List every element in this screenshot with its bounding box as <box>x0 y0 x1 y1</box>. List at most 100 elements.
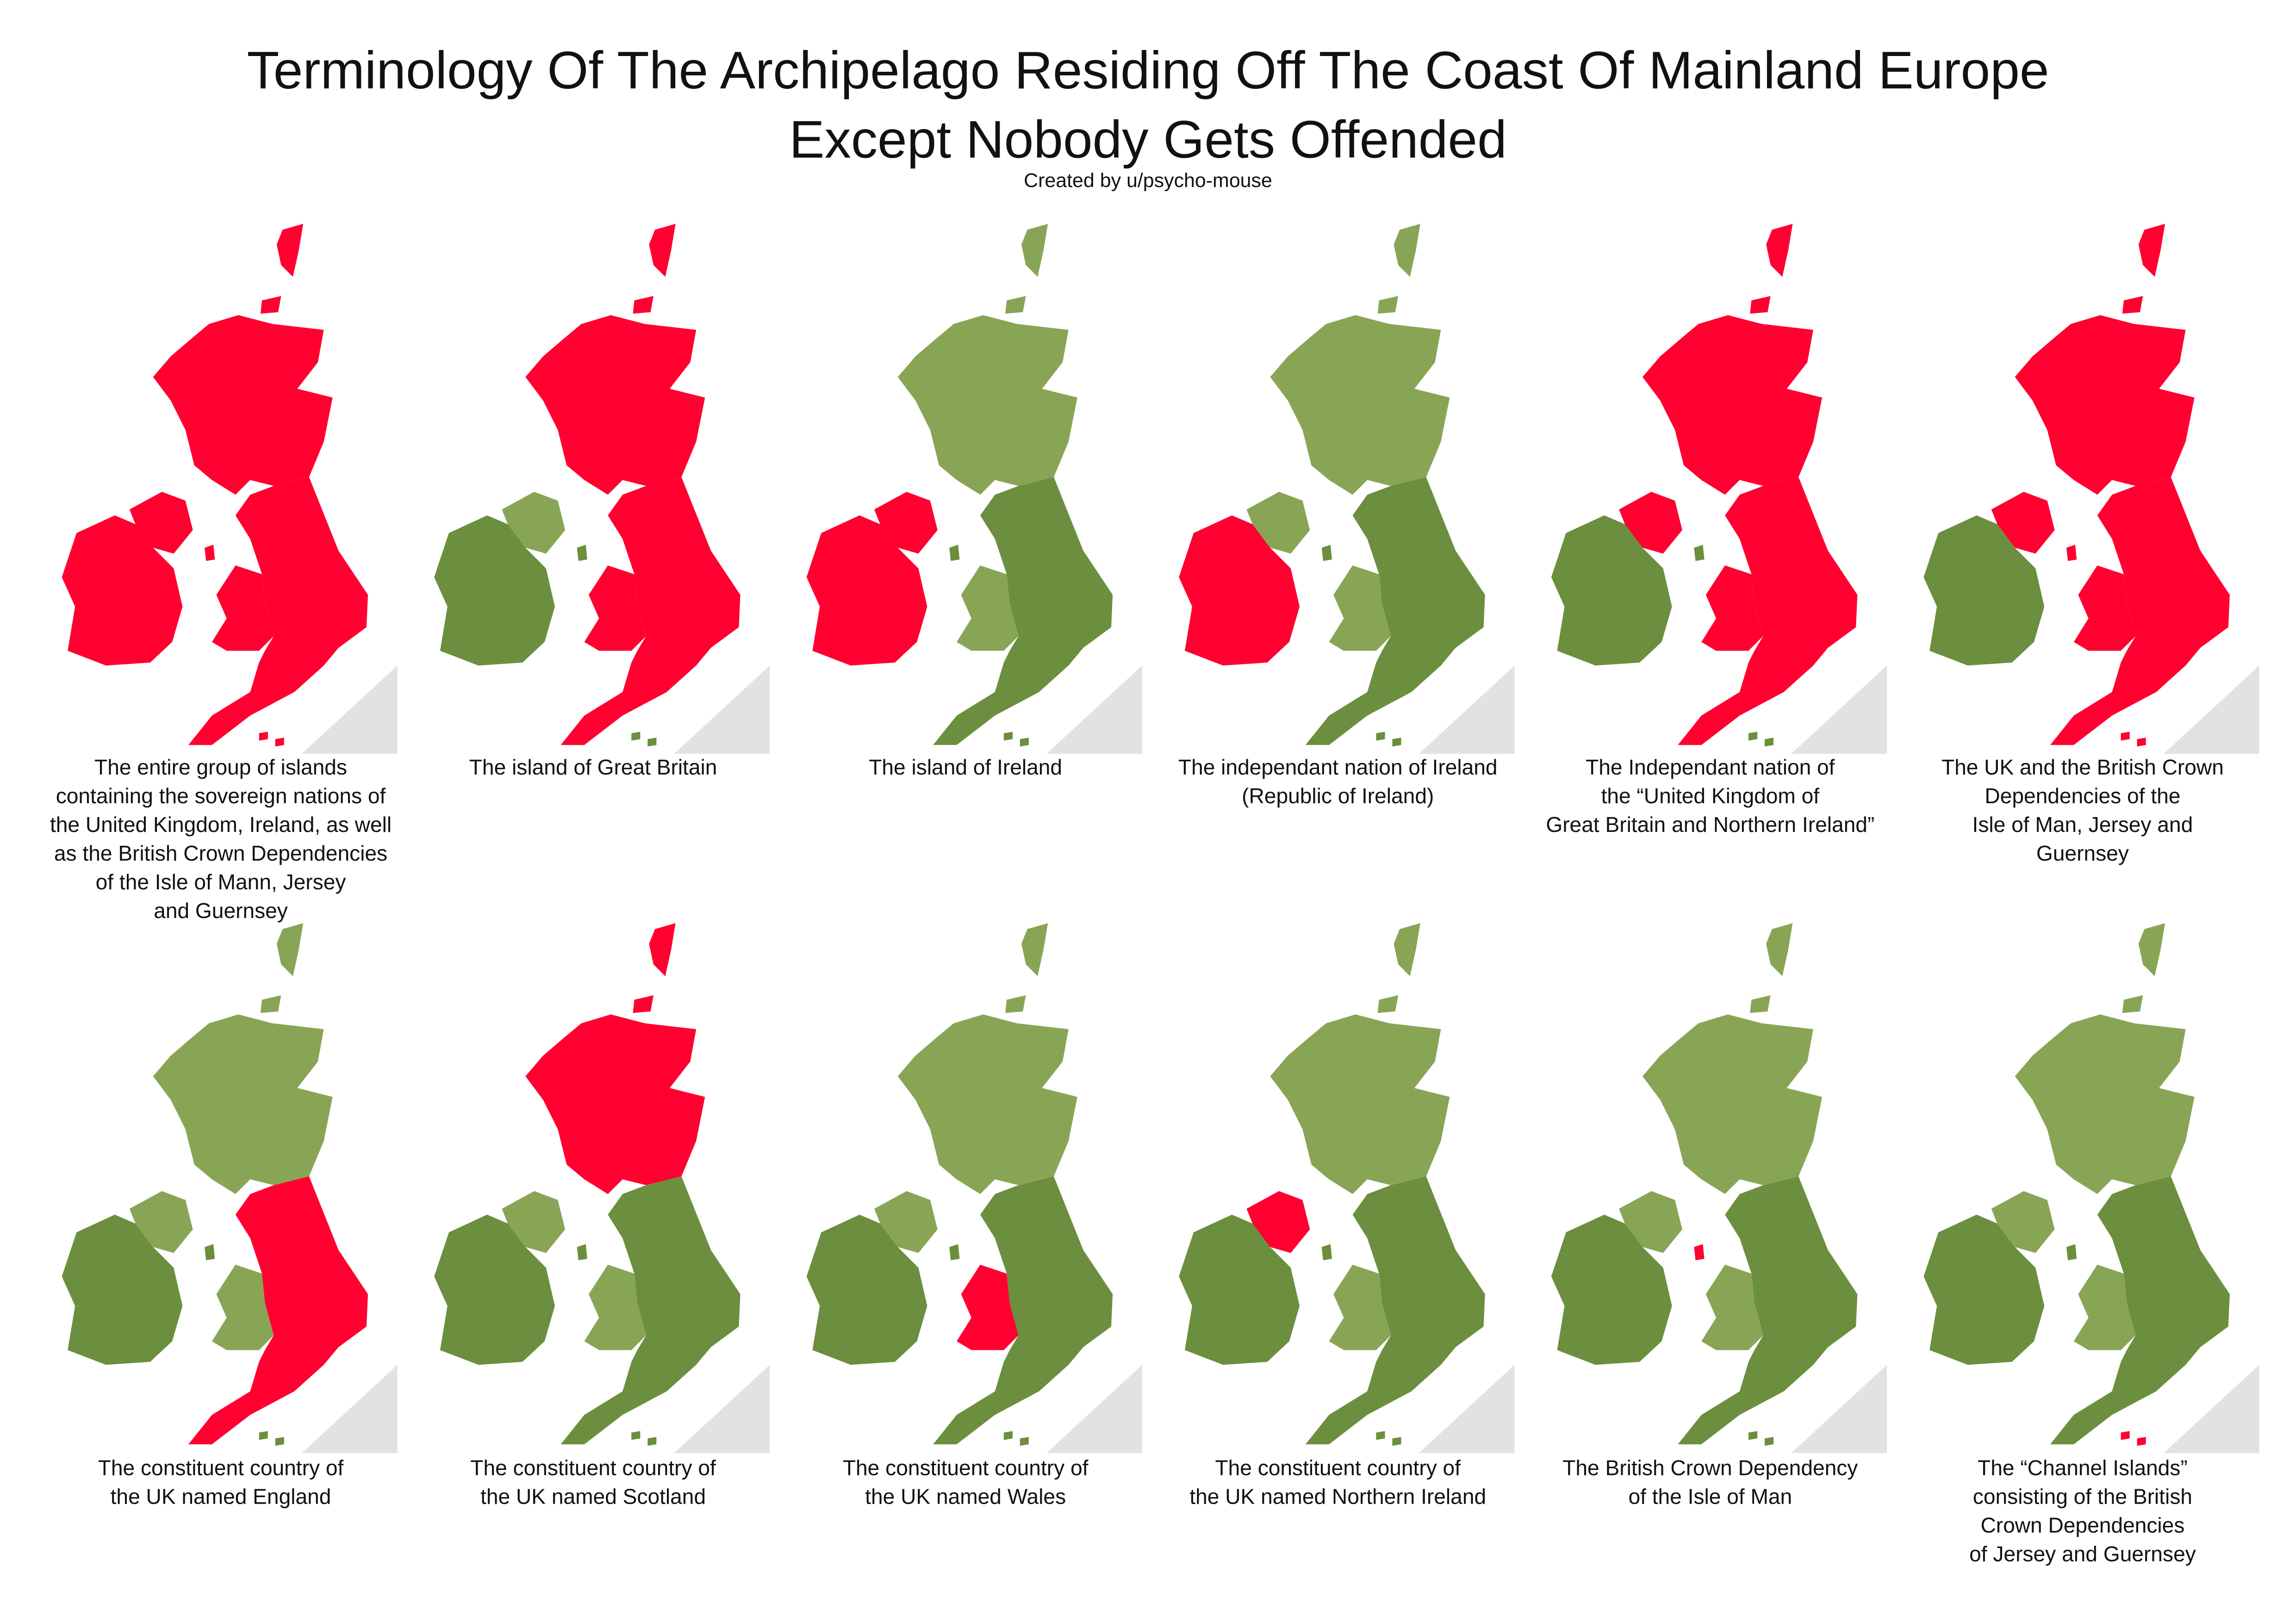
region-ni <box>1619 492 1682 554</box>
region-ci <box>259 1431 284 1446</box>
map-panel <box>1923 224 2259 754</box>
region-orkney <box>633 296 653 314</box>
map-panel <box>1179 923 1515 1453</box>
caption-line: the “United Kingdom of <box>1601 784 1820 808</box>
caption-line: (Republic of Ireland) <box>1242 784 1434 808</box>
title-line: Except Nobody Gets Offended <box>789 110 1507 169</box>
region-ci <box>631 731 657 747</box>
map-panel <box>1923 923 2259 1453</box>
region-england <box>560 477 740 745</box>
region-england <box>1678 1176 1858 1444</box>
caption-line: The independant nation of Ireland <box>1178 755 1498 779</box>
map-panel <box>1551 923 1887 1453</box>
region-scotland <box>153 315 333 495</box>
region-orkney <box>2122 296 2143 314</box>
map-panel <box>806 224 1142 754</box>
region-ci <box>2121 1431 2146 1446</box>
region-iom <box>1321 544 1332 561</box>
region-ireland <box>1551 1214 1672 1365</box>
region-ni <box>1991 1191 2055 1253</box>
region-shetland <box>1394 224 1420 277</box>
caption-line: containing the sovereign nations of <box>56 784 386 808</box>
region-shetland <box>649 224 676 277</box>
region-france <box>301 665 398 754</box>
region-ireland <box>1179 515 1300 666</box>
region-england <box>2050 477 2230 745</box>
region-france <box>2163 665 2259 754</box>
caption-line: The constituent country of <box>843 1456 1089 1480</box>
region-iom <box>2066 544 2077 561</box>
region-wales <box>2073 565 2136 651</box>
region-scotland <box>153 1014 333 1194</box>
region-ci <box>1748 731 1774 747</box>
region-ni <box>1246 1191 1310 1253</box>
map-panel <box>1551 224 1887 754</box>
region-ci <box>259 731 284 747</box>
region-ireland <box>1179 1214 1300 1365</box>
region-wales <box>212 565 274 651</box>
region-ni <box>502 1191 566 1253</box>
region-scotland <box>1270 1014 1450 1194</box>
region-shetland <box>1394 923 1420 976</box>
region-orkney <box>260 296 281 314</box>
caption-line: The island of Ireland <box>869 755 1062 779</box>
region-wales <box>957 565 1019 651</box>
region-ci <box>1003 731 1029 747</box>
caption-line: The “Channel Islands” <box>1978 1456 2188 1480</box>
caption-line: of the Isle of Man <box>1628 1485 1792 1509</box>
caption-line: The constituent country of <box>1215 1456 1461 1480</box>
region-scotland <box>897 315 1077 495</box>
caption-line: the UK named Northern Ireland <box>1189 1485 1486 1509</box>
region-england <box>188 1176 368 1444</box>
region-ci <box>1376 1431 1401 1446</box>
map-panel <box>1179 224 1515 754</box>
caption-line: the UK named Scotland <box>480 1485 706 1509</box>
region-france <box>674 1365 770 1453</box>
region-ci <box>631 1431 657 1446</box>
region-orkney <box>1750 296 1771 314</box>
region-ireland <box>62 1214 183 1365</box>
region-orkney <box>2122 995 2143 1013</box>
caption-line: Great Britain and Northern Ireland” <box>1546 812 1874 837</box>
region-france <box>1046 665 1142 754</box>
region-ni <box>874 1191 938 1253</box>
region-iom <box>205 1244 215 1261</box>
map-panel <box>434 224 770 754</box>
map-panel <box>62 224 398 754</box>
region-scotland <box>525 315 705 495</box>
region-scotland <box>2015 315 2195 495</box>
caption-line: and Guernsey <box>154 899 288 923</box>
region-france <box>301 1365 398 1453</box>
region-orkney <box>1005 995 1026 1013</box>
region-orkney <box>1750 995 1771 1013</box>
region-orkney <box>633 995 653 1013</box>
region-scotland <box>897 1014 1077 1194</box>
caption-line: consisting of the British <box>1973 1485 2192 1509</box>
region-ni <box>129 1191 193 1253</box>
region-england <box>1305 1176 1485 1444</box>
region-ni <box>1246 492 1310 554</box>
region-wales <box>212 1264 274 1350</box>
region-orkney <box>1377 995 1399 1013</box>
caption-line: The entire group of islands <box>94 755 347 779</box>
caption-line: as the British Crown Dependencies <box>54 841 387 865</box>
caption-line: the UK named England <box>111 1485 331 1509</box>
region-ni <box>129 492 193 554</box>
region-shetland <box>1766 923 1793 976</box>
region-england <box>2050 1176 2230 1444</box>
region-wales <box>1329 565 1391 651</box>
caption-line: Crown Dependencies <box>1980 1513 2184 1537</box>
region-ni <box>874 492 938 554</box>
region-france <box>1419 1365 1515 1453</box>
map-panel <box>434 923 770 1453</box>
region-ci <box>2121 731 2146 747</box>
region-iom <box>1694 1244 1705 1261</box>
region-ci <box>1003 1431 1029 1446</box>
caption-line: the United Kingdom, Ireland, as well <box>50 812 392 837</box>
region-england <box>188 477 368 745</box>
region-shetland <box>2138 923 2165 976</box>
region-england <box>933 1176 1113 1444</box>
region-orkney <box>1377 296 1399 314</box>
region-england <box>1305 477 1485 745</box>
